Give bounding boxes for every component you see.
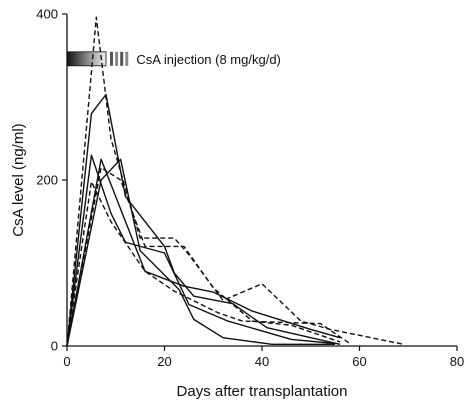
x-axis-title: Days after transplantation (177, 383, 348, 400)
injection-stripe (115, 51, 119, 66)
series-group (66, 16, 404, 347)
solid-series-line-3 (66, 158, 336, 347)
injection-annotation: CsA injection (8 mg/kg/d) (66, 51, 281, 67)
dashed-series-line-7 (66, 180, 351, 347)
x-ticks: 0 20 40 60 80 (63, 346, 464, 369)
solid-series-line-1 (66, 93, 341, 347)
injection-label: CsA injection (8 mg/kg/d) (136, 52, 281, 67)
y-ticks: 0 200 400 (36, 7, 67, 354)
x-tick-label: 0 (63, 354, 70, 369)
injection-stripe (120, 51, 124, 66)
injection-solid-bar (66, 51, 107, 67)
x-tick-label: 80 (450, 354, 464, 369)
solid-series-line-2 (66, 154, 336, 347)
y-tick-label: 400 (36, 7, 58, 22)
dashed-series-line-6 (66, 166, 341, 347)
injection-stripe (125, 51, 129, 66)
x-tick-label: 40 (255, 354, 269, 369)
x-tick-label: 60 (352, 354, 366, 369)
y-tick-label: 0 (51, 339, 58, 354)
dashed-series-line-5 (66, 16, 404, 347)
y-tick-label: 200 (36, 173, 58, 188)
x-tick-label: 20 (157, 354, 171, 369)
injection-stripes (110, 51, 129, 66)
injection-stripe (110, 51, 113, 66)
solid-series-line-4 (66, 158, 341, 347)
y-axis-title: CsA level (ng/ml) (10, 123, 27, 236)
